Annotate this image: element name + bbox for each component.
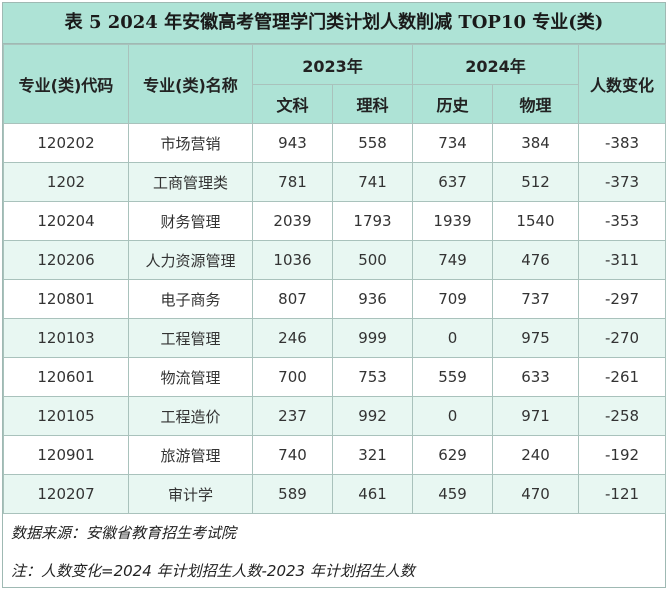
cell-name: 工程管理: [128, 318, 253, 358]
cell-name: 财务管理: [128, 201, 253, 241]
cell-code: 120204: [3, 201, 129, 241]
table-row: 120901 旅游管理 740 321 629 240 -192: [3, 435, 667, 475]
cell-like: 936: [331, 279, 414, 319]
cell-wuli: 737: [492, 279, 580, 319]
table-title: 表 5 2024 年安徽高考管理学门类计划人数削减 TOP10 专业(类): [3, 3, 665, 44]
cell-like: 461: [331, 474, 414, 514]
table-row: 120202 市场营销 943 558 734 384 -383: [3, 123, 667, 163]
table-row: 120103 工程管理 246 999 0 975 -270: [3, 318, 667, 358]
cell-wenke: 781: [252, 162, 333, 202]
cell-name: 旅游管理: [128, 435, 253, 475]
cell-change: -261: [578, 357, 667, 397]
cell-lishi: 709: [412, 279, 494, 319]
formula-note: 注：人数变化=2024 年计划招生人数-2023 年计划招生人数: [11, 562, 415, 580]
cell-code: 120202: [3, 123, 129, 163]
header-year-2023: 2023年: [251, 44, 414, 85]
header-name: 专业(类)名称: [128, 44, 253, 124]
cell-wuli: 512: [492, 162, 580, 202]
cell-name: 工商管理类: [128, 162, 253, 202]
cell-wenke: 700: [252, 357, 333, 397]
cell-lishi: 1939: [412, 201, 494, 241]
cell-change: -373: [578, 162, 667, 202]
data-table: 专业(类)代码 专业(类)名称 2023年 2024年 人数变化 文科 理科 历…: [3, 44, 667, 514]
table-row: 120801 电子商务 807 936 709 737 -297: [3, 279, 667, 319]
table-body: 120202 市场营销 943 558 734 384 -383 1202 工商管理类 781 74…: [3, 123, 667, 514]
table-row: 120204 财务管理 2039 1793 1939 1540 -353: [3, 201, 667, 241]
cell-change: -192: [578, 435, 667, 475]
source-note: 数据来源：安徽省教育招生考试院: [11, 524, 237, 542]
cell-like: 992: [331, 396, 414, 436]
cell-like: 999: [331, 318, 414, 358]
table-row: 1202 工商管理类 781 741 637 512 -373: [3, 162, 667, 202]
cell-lishi: 459: [412, 474, 494, 514]
notes: 数据来源：安徽省教育招生考试院 注：人数变化=2024 年计划招生人数-2023…: [3, 514, 665, 590]
cell-change: -258: [578, 396, 667, 436]
cell-wuli: 1540: [492, 201, 580, 241]
cell-change: -383: [578, 123, 667, 163]
cell-wuli: 240: [492, 435, 580, 475]
cell-like: 741: [331, 162, 414, 202]
cell-code: 120801: [3, 279, 129, 319]
cell-code: 120105: [3, 396, 129, 436]
cell-wenke: 2039: [252, 201, 333, 241]
cell-like: 558: [331, 123, 414, 163]
cell-lishi: 0: [412, 396, 494, 436]
header-like: 理科: [331, 84, 414, 124]
cell-change: -311: [578, 240, 667, 280]
cell-lishi: 629: [412, 435, 494, 475]
table-row: 120207 审计学 589 461 459 470 -121: [3, 474, 667, 514]
cell-code: 120207: [3, 474, 129, 514]
cell-like: 321: [331, 435, 414, 475]
cell-wuli: 633: [492, 357, 580, 397]
cell-wenke: 1036: [252, 240, 333, 280]
cell-wenke: 246: [252, 318, 333, 358]
cell-wenke: 943: [252, 123, 333, 163]
cell-code: 120901: [3, 435, 129, 475]
cell-name: 人力资源管理: [128, 240, 253, 280]
cell-name: 电子商务: [128, 279, 253, 319]
cell-lishi: 734: [412, 123, 494, 163]
cell-code: 120601: [3, 357, 129, 397]
cell-lishi: 749: [412, 240, 494, 280]
cell-name: 工程造价: [128, 396, 253, 436]
cell-wuli: 476: [492, 240, 580, 280]
cell-code: 1202: [3, 162, 129, 202]
cell-like: 500: [331, 240, 414, 280]
cell-like: 1793: [331, 201, 414, 241]
header-change: 人数变化: [578, 44, 667, 124]
cell-code: 120103: [3, 318, 129, 358]
cell-lishi: 637: [412, 162, 494, 202]
header-wuli: 物理: [492, 84, 580, 124]
cell-wuli: 971: [492, 396, 580, 436]
table-row: 120105 工程造价 237 992 0 971 -258: [3, 396, 667, 436]
cell-wenke: 589: [252, 474, 333, 514]
cell-change: -121: [578, 474, 667, 514]
cell-lishi: 0: [412, 318, 494, 358]
header-wenke: 文科: [252, 84, 333, 124]
cell-name: 市场营销: [128, 123, 253, 163]
cell-wuli: 384: [492, 123, 580, 163]
cell-wenke: 740: [252, 435, 333, 475]
cell-wuli: 975: [492, 318, 580, 358]
table-header: 专业(类)代码 专业(类)名称 2023年 2024年 人数变化 文科 理科 历…: [3, 44, 667, 124]
header-code: 专业(类)代码: [3, 44, 129, 124]
table-row: 120206 人力资源管理 1036 500 749 476 -311: [3, 240, 667, 280]
cell-lishi: 559: [412, 357, 494, 397]
table-row: 120601 物流管理 700 753 559 633 -261: [3, 357, 667, 397]
cell-name: 物流管理: [128, 357, 253, 397]
cell-wuli: 470: [492, 474, 580, 514]
header-lishi: 历史: [412, 84, 494, 124]
cell-change: -353: [578, 201, 667, 241]
cell-wenke: 237: [252, 396, 333, 436]
cell-change: -297: [578, 279, 667, 319]
cell-wenke: 807: [252, 279, 333, 319]
cell-code: 120206: [3, 240, 129, 280]
cell-like: 753: [331, 357, 414, 397]
cell-change: -270: [578, 318, 667, 358]
header-year-2024: 2024年: [412, 44, 580, 85]
cell-name: 审计学: [128, 474, 253, 514]
